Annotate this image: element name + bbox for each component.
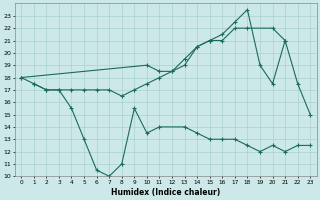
X-axis label: Humidex (Indice chaleur): Humidex (Indice chaleur): [111, 188, 220, 197]
